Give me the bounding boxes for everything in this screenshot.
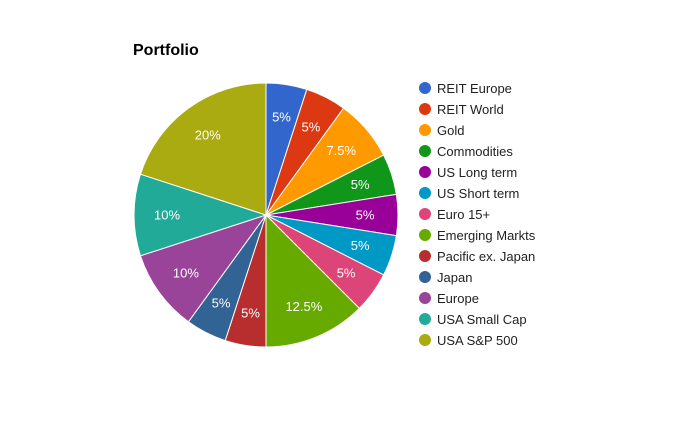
pie-slice[interactable] bbox=[265, 213, 361, 348]
chart-title: Portfolio bbox=[133, 42, 199, 59]
slice-label: 20% bbox=[195, 127, 221, 142]
legend-swatch bbox=[419, 166, 431, 178]
legend-label: Emerging Markts bbox=[437, 228, 536, 243]
slice-label: 10% bbox=[154, 208, 180, 223]
legend-swatch bbox=[419, 187, 431, 199]
legend-label: USA S&P 500 bbox=[437, 333, 518, 348]
slice-label: 5% bbox=[212, 296, 231, 311]
legend-label: REIT World bbox=[437, 102, 504, 117]
legend-swatch bbox=[419, 292, 431, 304]
legend-label: USA Small Cap bbox=[437, 312, 527, 327]
legend-swatch bbox=[419, 145, 431, 157]
legend-label: Europe bbox=[437, 291, 479, 306]
legend-label: US Long term bbox=[437, 165, 518, 180]
legend-swatch bbox=[419, 334, 431, 346]
legend-label: Pacific ex. Japan bbox=[437, 249, 536, 264]
legend-swatch bbox=[419, 313, 431, 325]
pie-slice[interactable] bbox=[133, 173, 268, 257]
slice-label: 5% bbox=[356, 208, 375, 223]
legend-label: Commodities bbox=[437, 144, 513, 159]
slice-label: 5% bbox=[241, 305, 260, 320]
slice-label: 7.5% bbox=[326, 143, 356, 158]
slice-label: 5% bbox=[351, 177, 370, 192]
legend-label: Gold bbox=[437, 123, 465, 138]
legend-label: Japan bbox=[437, 270, 473, 285]
legend-label: US Short term bbox=[437, 186, 520, 201]
slice-label: 5% bbox=[351, 238, 370, 253]
legend-swatch bbox=[419, 229, 431, 241]
legend-swatch bbox=[419, 208, 431, 220]
legend-swatch bbox=[419, 103, 431, 115]
slice-label: 5% bbox=[302, 119, 321, 134]
legend-swatch bbox=[419, 124, 431, 136]
legend-swatch bbox=[419, 271, 431, 283]
legend-label: Euro 15+ bbox=[437, 207, 491, 222]
slice-label: 12.5% bbox=[285, 299, 322, 314]
legend-swatch bbox=[419, 250, 431, 262]
slice-label: 10% bbox=[173, 266, 199, 281]
slice-label: 5% bbox=[272, 110, 291, 125]
legend-swatch bbox=[419, 82, 431, 94]
legend-label: REIT Europe bbox=[437, 81, 512, 96]
pie-slice[interactable] bbox=[139, 82, 267, 216]
pie-slice[interactable] bbox=[139, 214, 268, 323]
slice-label: 5% bbox=[337, 266, 356, 281]
